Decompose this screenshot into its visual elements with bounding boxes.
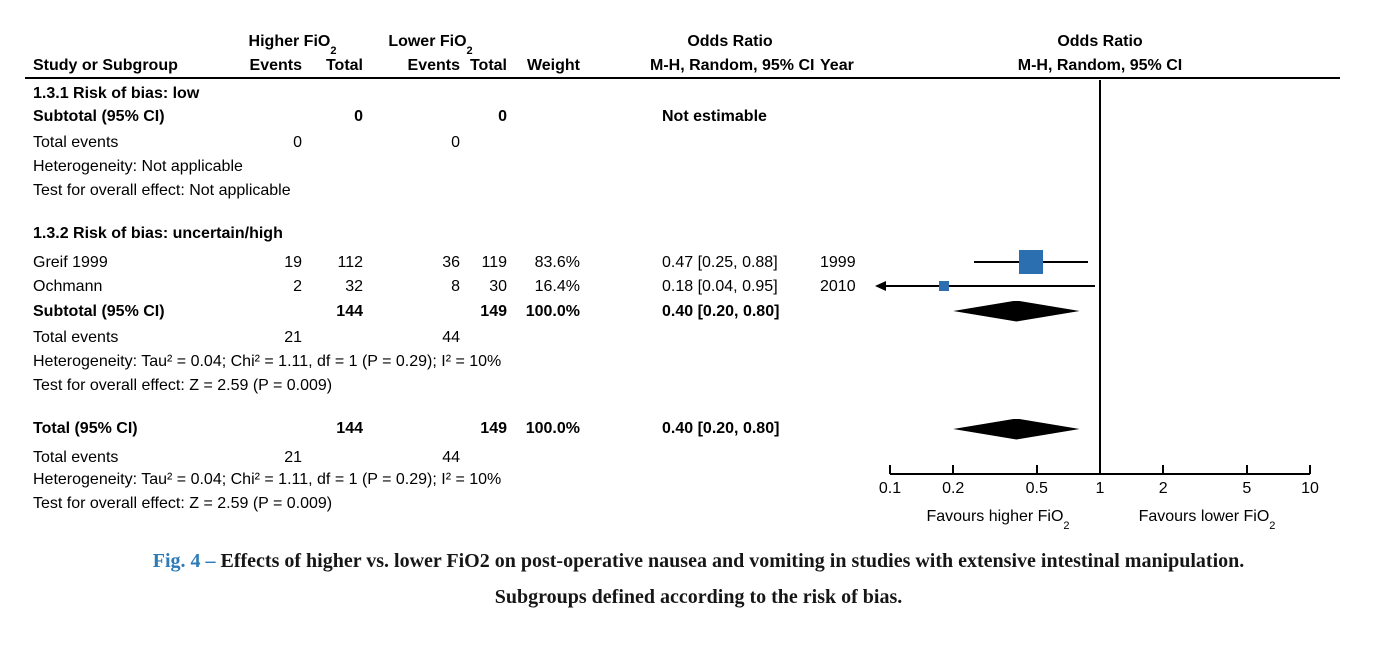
subgroup-132-label: 1.3.2 Risk of bias: uncertain/high: [33, 225, 283, 242]
higher-fio2-header: Higher FiO2: [222, 30, 363, 57]
favours-higher-label: Favours higher FiO2: [888, 505, 1108, 533]
col-header-study: Study or Subgroup: [33, 57, 178, 74]
col-header-year: Year: [820, 57, 854, 74]
figure-caption-line2: Subgroups defined according to the risk …: [494, 586, 903, 608]
study-name: Ochmann: [33, 278, 103, 295]
col-header-mh-ci-right: M-H, Random, 95% CI: [1017, 57, 1183, 74]
total-events-higher: 21: [284, 449, 302, 466]
study-weight: 83.6%: [534, 254, 580, 271]
study-or-ci: 0.18 [0.04, 0.95]: [662, 278, 778, 295]
lower-fio2-header: Lower FiO2: [358, 30, 503, 57]
heterogeneity-text: Heterogeneity: Tau² = 0.04; Chi² = 1.11,…: [33, 471, 502, 488]
study-events-lower: 36: [442, 254, 460, 271]
study-total-lower: 119: [481, 254, 507, 271]
higher-fio2-subscript: 2: [330, 45, 337, 58]
subtotal-or-ci: 0.40 [0.20, 0.80]: [662, 303, 780, 320]
total-events-higher: 21: [284, 329, 302, 346]
study-events-lower: 8: [451, 278, 460, 295]
overall-effect-row-131: Test for overall effect: Not applicable: [0, 179, 1397, 202]
heterogeneity-text: Heterogeneity: Tau² = 0.04; Chi² = 1.11,…: [33, 353, 502, 370]
total-events-label: Total events: [33, 329, 119, 346]
total-events-lower: 44: [442, 329, 460, 346]
study-or-ci: 0.47 [0.25, 0.88]: [662, 254, 778, 271]
total-events-label: Total events: [33, 134, 119, 151]
col-header-total-lower: Total: [469, 57, 507, 74]
subtotal-weight: 100.0%: [525, 303, 580, 320]
overall-effect-row-overall: Test for overall effect: Z = 2.59 (P = 0…: [0, 492, 1397, 515]
header-row-groups: Higher FiO2 Lower FiO2 Odds Ratio Odds R…: [0, 30, 1397, 57]
odds-ratio-header-right: Odds Ratio: [1057, 33, 1143, 50]
lower-fio2-label: Lower FiO: [388, 33, 467, 50]
favours-lower-label: Favours lower FiO2: [1097, 505, 1317, 533]
overall-effect-text: Test for overall effect: Z = 2.59 (P = 0…: [33, 495, 333, 512]
total-total-lower: 149: [480, 420, 507, 437]
subtotal-or-estimate: Not estimable: [662, 108, 767, 125]
study-events-higher: 2: [293, 278, 302, 295]
heterogeneity-row-132: Heterogeneity: Tau² = 0.04; Chi² = 1.11,…: [0, 350, 1397, 373]
subtotal-row-131: Subtotal (95% CI) 0 0 Not estimable: [0, 105, 1397, 128]
subtotal-total-higher: 144: [336, 303, 363, 320]
figure-number: Fig. 4 –: [152, 550, 221, 572]
total-events-lower: 44: [442, 449, 460, 466]
lower-fio2-subscript: 2: [466, 45, 473, 58]
heterogeneity-text: Heterogeneity: Not applicable: [33, 158, 243, 175]
total-events-row-131: Total events 0 0: [0, 131, 1397, 154]
study-row-ochmann: Ochmann 2 32 8 30 16.4% 0.18 [0.04, 0.95…: [0, 275, 1397, 298]
favours-higher-text: Favours higher FiO: [926, 508, 1064, 525]
favours-higher-subscript: 2: [1063, 520, 1070, 533]
subtotal-label: Subtotal (95% CI): [33, 303, 165, 320]
subtotal-total-lower: 149: [480, 303, 507, 320]
total-events-row-132: Total events 21 44: [0, 326, 1397, 349]
study-year: 2010: [820, 278, 856, 295]
overall-effect-text: Test for overall effect: Not applicable: [33, 182, 291, 199]
col-header-events-higher: Events: [249, 57, 302, 74]
total-events-label: Total events: [33, 449, 119, 466]
header-row-columns: Study or Subgroup Events Total Events To…: [0, 54, 1397, 77]
total-or-ci: 0.40 [0.20, 0.80]: [662, 420, 780, 437]
total-events-lower: 0: [451, 134, 460, 151]
overall-effect-text: Test for overall effect: Z = 2.59 (P = 0…: [33, 377, 333, 394]
subtotal-total-lower: 0: [498, 108, 507, 125]
study-total-higher: 32: [345, 278, 363, 295]
heterogeneity-row-131: Heterogeneity: Not applicable: [0, 155, 1397, 178]
subgroup-title-131: 1.3.1 Risk of bias: low: [0, 82, 1397, 105]
study-total-higher: 112: [337, 254, 363, 271]
total-label: Total (95% CI): [33, 420, 138, 437]
col-header-weight: Weight: [526, 57, 580, 74]
col-header-total-higher: Total: [325, 57, 363, 74]
subtotal-row-132: Subtotal (95% CI) 144 149 100.0% 0.40 [0…: [0, 300, 1397, 323]
col-header-events-lower: Events: [407, 57, 460, 74]
study-total-lower: 30: [489, 278, 507, 295]
higher-fio2-label: Higher FiO: [248, 33, 331, 50]
header-divider: [25, 77, 1340, 79]
favours-lower-text: Favours lower FiO: [1138, 508, 1270, 525]
subgroup-title-132: 1.3.2 Risk of bias: uncertain/high: [0, 222, 1397, 245]
subtotal-label: Subtotal (95% CI): [33, 108, 165, 125]
study-year: 1999: [820, 254, 856, 271]
overall-effect-row-132: Test for overall effect: Z = 2.59 (P = 0…: [0, 374, 1397, 397]
study-row-greif: Greif 1999 19 112 36 119 83.6% 0.47 [0.2…: [0, 251, 1397, 274]
subtotal-total-higher: 0: [354, 108, 363, 125]
total-row: Total (95% CI) 144 149 100.0% 0.40 [0.20…: [0, 417, 1397, 440]
total-events-higher: 0: [293, 134, 302, 151]
study-events-higher: 19: [284, 254, 302, 271]
subgroup-131-label: 1.3.1 Risk of bias: low: [33, 85, 200, 102]
odds-ratio-header-left: Odds Ratio: [687, 33, 773, 50]
study-name: Greif 1999: [33, 254, 108, 271]
study-weight: 16.4%: [534, 278, 580, 295]
total-total-higher: 144: [336, 420, 363, 437]
caption-text: Effects of higher vs. lower FiO2 on post…: [220, 550, 1245, 572]
col-header-mh-ci: M-H, Random, 95% CI: [650, 57, 815, 74]
total-events-row-overall: Total events 21 44: [0, 446, 1397, 469]
total-weight: 100.0%: [525, 420, 580, 437]
heterogeneity-row-overall: Heterogeneity: Tau² = 0.04; Chi² = 1.11,…: [0, 468, 1397, 491]
figure-caption-line1: Fig. 4 – Effects of higher vs. lower FiO…: [0, 550, 1397, 573]
favours-lower-subscript: 2: [1269, 520, 1276, 533]
